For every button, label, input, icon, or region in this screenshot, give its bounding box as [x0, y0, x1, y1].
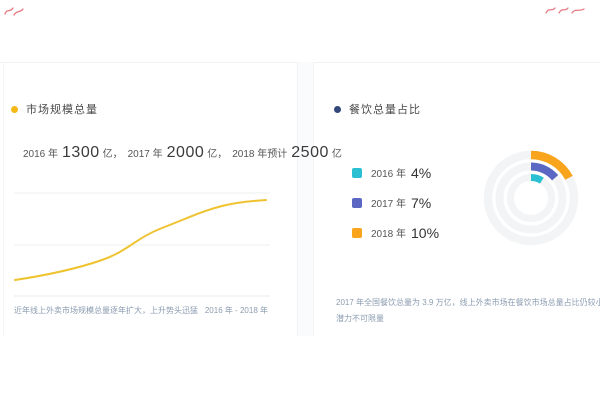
legend-percent-value: 10%	[411, 224, 440, 241]
trend-line	[14, 199, 267, 281]
market-stats: 2016 年 1300 亿 ， 2017 年 2000 亿 ， 2018 年预计…	[23, 144, 342, 162]
legend-swatch	[352, 197, 362, 208]
legend-item: 2016 年 4%	[352, 164, 439, 181]
chart-range-label: 2016 年 - 2018 年	[204, 306, 268, 315]
stat-unit: 亿	[102, 149, 113, 160]
legend-swatch-icon	[352, 227, 362, 238]
radial-arc-2018	[530, 150, 573, 180]
chart-caption: 近年线上外卖市场规模总量逐年扩大，上升势头迅猛	[14, 306, 198, 315]
legend-year-label: 2016 年	[371, 169, 407, 180]
left-panel-title-label: 市场规模总量	[26, 104, 98, 116]
left-panel-title: 市场规模总量	[11, 101, 98, 117]
stat-separator: ，	[112, 149, 123, 160]
right-panel-title-label: 餐饮总量占比	[349, 104, 421, 116]
market-scale-line-chart	[14, 192, 270, 297]
stat-year-label: 2016 年	[23, 149, 59, 160]
stat-separator: ，	[217, 149, 228, 160]
stat-unit: 亿	[331, 149, 342, 160]
stat-value: 1300	[62, 144, 100, 161]
radial-progress-chart	[483, 150, 579, 246]
stat-value: 2000	[166, 144, 205, 161]
bullet-dot	[334, 105, 341, 113]
legend-item: 2017 年 7%	[352, 194, 439, 211]
stat-year-label: 2017 年	[127, 149, 163, 160]
footer-line-1: 2017 年全国餐饮总量为 3.9 万亿，线上外卖市场在餐饮市场总量占比仍较小，	[336, 298, 600, 307]
legend-swatch	[352, 227, 362, 238]
legend-swatch-icon	[352, 167, 362, 178]
legend-year-label: 2017 年	[371, 199, 407, 210]
radial-arc-2017	[530, 162, 559, 181]
right-panel-title: 餐饮总量占比	[334, 101, 421, 117]
legend-swatch-icon	[352, 197, 362, 208]
right-panel-footer: 2017 年全国餐饮总量为 3.9 万亿，线上外卖市场在餐饮市场总量占比仍较小，…	[336, 295, 600, 327]
legend-item: 2018 年 10%	[352, 224, 440, 241]
legend-percent-value: 7%	[411, 194, 432, 211]
legend-swatch	[352, 167, 362, 178]
footer-line-2: 潜力不可限量	[336, 314, 384, 323]
stat-year-label: 2018 年预计	[232, 149, 288, 160]
annotation-strokes	[4, 7, 24, 16]
annotation-mark-top-right	[545, 7, 585, 14]
legend-year-label: 2018 年	[371, 229, 407, 240]
stat-value: 2500	[291, 144, 329, 161]
annotation-strokes	[545, 7, 585, 14]
chart-gridlines	[14, 192, 270, 246]
bullet-dot	[11, 105, 18, 113]
annotation-mark-top-left	[4, 7, 24, 16]
bullet-dot-icon	[11, 105, 18, 113]
left-edge-line	[3, 62, 4, 336]
stat-unit: 亿	[207, 149, 218, 160]
left-panel-caption-row: 近年线上外卖市场规模总量逐年扩大，上升势头迅猛 2016 年 - 2018 年	[14, 305, 268, 316]
panel-divider	[297, 62, 314, 336]
bullet-dot-icon	[334, 105, 341, 113]
radial-arc-2016	[530, 174, 544, 184]
legend-percent-value: 4%	[411, 164, 432, 181]
chart-legend: 2016 年 4% 2017 年 7% 2018 年 10%	[352, 164, 440, 256]
